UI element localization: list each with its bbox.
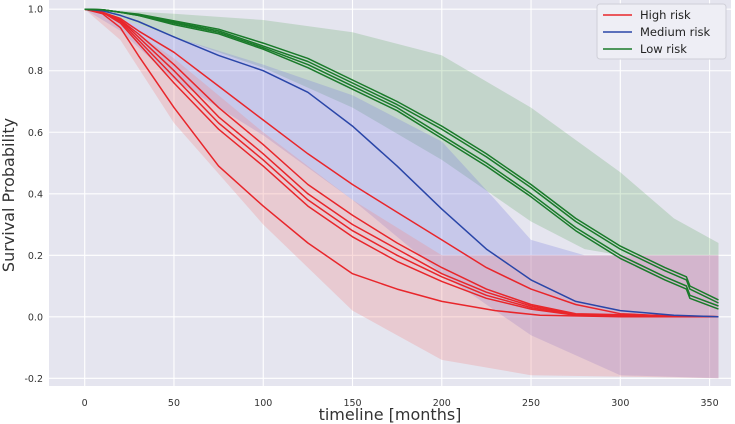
curve-high-risk — [84, 8, 719, 318]
curve-high-risk — [84, 8, 719, 318]
y-tick-label: 0.6 — [28, 128, 43, 139]
y-tick-labels: -0.2 0.0 0.2 0.4 0.6 0.8 1.0 — [24, 5, 43, 385]
curve-medium-risk — [84, 8, 719, 318]
x-tick-label: 200 — [433, 398, 451, 409]
y-tick-label: 1.0 — [28, 5, 43, 16]
x-tick-label: 150 — [343, 398, 361, 409]
legend-label-low-risk: Low risk — [640, 42, 687, 56]
curve-high-risk — [84, 8, 719, 318]
x-tick-label: 50 — [168, 398, 180, 409]
y-tick-label: -0.2 — [24, 374, 43, 385]
x-tick-label: 250 — [522, 398, 540, 409]
y-tick-label: 0.4 — [28, 189, 43, 200]
band-high-risk — [84, 9, 719, 379]
x-axis-title: timeline [months] — [319, 405, 462, 424]
legend: High risk Medium risk Low risk — [596, 3, 727, 60]
y-tick-label: 0.0 — [28, 312, 43, 323]
curve-low-risk — [84, 8, 719, 301]
band-low-risk — [84, 9, 719, 256]
legend-box — [596, 3, 727, 60]
y-axis-title: Survival Probability — [0, 118, 18, 272]
x-tick-label: 100 — [254, 398, 272, 409]
y-tick-label: 0.8 — [28, 66, 43, 77]
legend-label-medium-risk: Medium risk — [640, 25, 711, 39]
curve-high-risk — [84, 8, 719, 318]
curve-high-risk — [84, 8, 719, 318]
x-tick-label: 0 — [82, 398, 88, 409]
survival-curves — [84, 8, 719, 318]
confidence-bands — [84, 9, 719, 379]
x-tick-label: 350 — [701, 398, 719, 409]
y-tick-label: 0.2 — [28, 251, 43, 262]
x-tick-label: 300 — [611, 398, 629, 409]
x-tick-labels: 0 50 100 150 200 250 300 350 — [82, 398, 719, 409]
band-medium-risk — [84, 9, 719, 379]
curve-high-risk — [84, 8, 719, 318]
legend-label-high-risk: High risk — [640, 8, 691, 22]
